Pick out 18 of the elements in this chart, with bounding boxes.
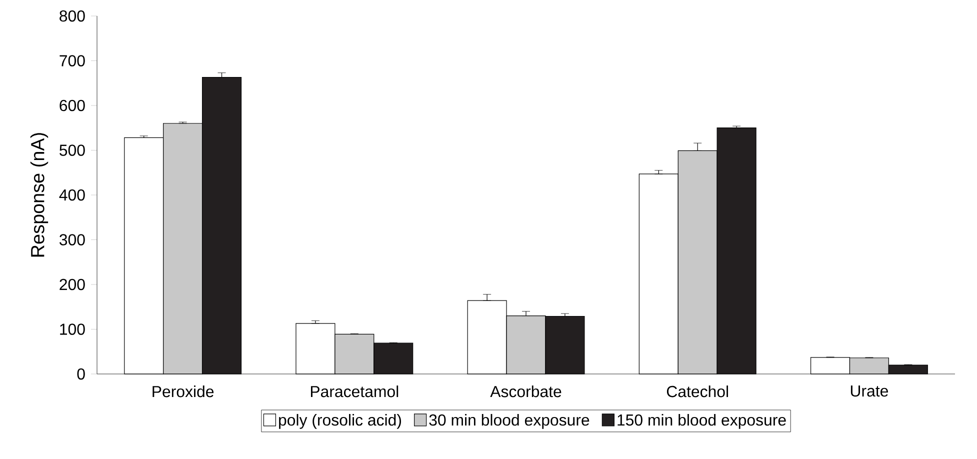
legend-label: 30 min blood exposure xyxy=(429,414,590,429)
legend-label: poly (rosolic acid) xyxy=(279,414,401,429)
legend-label: 150 min blood exposure xyxy=(618,414,786,429)
y-tick-label: 800 xyxy=(60,10,85,22)
y-axis-title: Response (nA) xyxy=(30,133,48,257)
y-tick-label: 700 xyxy=(60,55,85,66)
y-tick-label: 400 xyxy=(59,189,85,201)
x-tick-label: Peroxide xyxy=(152,386,214,398)
y-tick-label: 100 xyxy=(60,324,85,335)
x-tick-label: Urate xyxy=(850,385,888,397)
y-tick-label: 300 xyxy=(60,234,85,246)
y-tick-label: 0 xyxy=(77,368,85,380)
y-tick-label: 500 xyxy=(60,144,85,156)
x-tick-label: Catechol xyxy=(666,386,728,398)
x-tick-label: Paracetamol xyxy=(310,386,398,398)
y-tick-label: 600 xyxy=(60,100,85,112)
x-tick-label: Ascorbate xyxy=(490,386,562,398)
y-tick-label: 200 xyxy=(60,278,85,290)
